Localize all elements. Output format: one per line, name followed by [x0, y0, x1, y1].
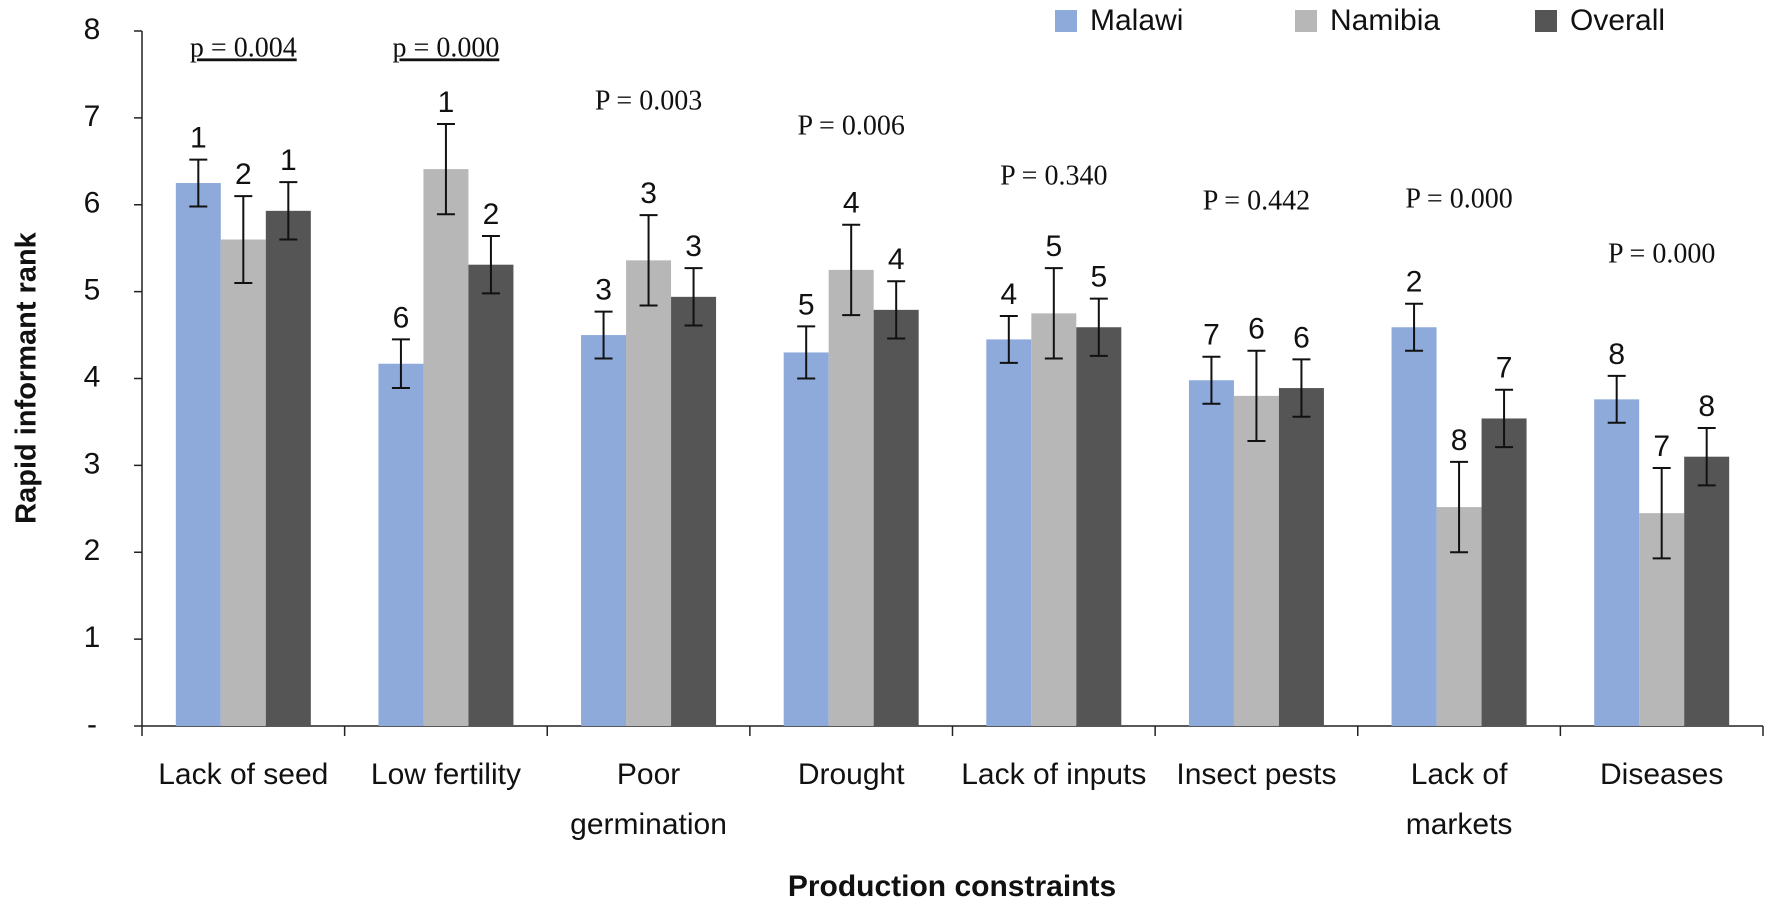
y-tick-label: -: [87, 708, 97, 741]
x-tick-label: Poor germination: [570, 758, 727, 841]
legend-swatch: [1055, 10, 1077, 32]
annotation: P = 0.000: [1405, 183, 1512, 214]
annotation: P = 0.003: [595, 85, 702, 116]
rank-label: 3: [595, 274, 612, 307]
rank-label: 8: [1608, 338, 1625, 371]
legend-swatch: [1295, 10, 1317, 32]
bar: [1391, 327, 1437, 726]
annotation: p = 0.004: [190, 32, 297, 63]
bar: [1594, 399, 1640, 726]
y-axis-label: Rapid informant rank: [11, 231, 43, 524]
y-tick-label: 4: [84, 360, 101, 393]
legend-label: Overall: [1570, 4, 1665, 37]
y-tick-label: 3: [84, 447, 101, 480]
x-axis-label: Production constraints: [788, 870, 1116, 903]
rank-label: 2: [483, 198, 500, 231]
x-tick-label: Insect pests: [1176, 758, 1337, 791]
bar: [175, 183, 221, 726]
rank-label: 5: [798, 288, 815, 321]
bar: [378, 363, 424, 726]
bar: [1233, 395, 1279, 726]
bar: [1076, 327, 1122, 726]
rank-label: 2: [235, 158, 252, 191]
bar: [1278, 388, 1324, 726]
annotation: p = 0.000: [393, 32, 500, 63]
bar: [1188, 380, 1234, 726]
bar: [873, 309, 919, 726]
annotation: P = 0.442: [1203, 185, 1310, 216]
x-tick-label: Drought: [797, 758, 905, 791]
rank-label: 1: [190, 121, 207, 154]
rank-label: 6: [1293, 321, 1310, 354]
legend-label: Malawi: [1090, 4, 1183, 37]
rank-label: 8: [1451, 424, 1468, 457]
rank-label: 6: [393, 301, 410, 334]
rank-label: 6: [1248, 313, 1265, 346]
rank-label: 2: [1406, 266, 1423, 299]
y-tick-label: 2: [84, 534, 101, 567]
bar: [828, 269, 874, 726]
rank-label: 4: [1000, 278, 1017, 311]
y-tick-label: 6: [84, 187, 101, 220]
bar: [581, 335, 627, 726]
x-tick-label: Low fertility: [370, 758, 521, 791]
bar: [423, 169, 469, 727]
bar: [671, 296, 717, 726]
rank-label: 1: [280, 144, 297, 177]
x-tick-label: Lack of markets: [1405, 758, 1513, 841]
rank-label: 3: [685, 230, 702, 263]
legend-swatch: [1535, 10, 1557, 32]
rank-label: 5: [1090, 260, 1107, 293]
bar: [265, 210, 311, 727]
rank-label: 8: [1698, 390, 1715, 423]
y-tick-label: 1: [84, 621, 101, 654]
legend-label: Namibia: [1330, 4, 1440, 37]
y-tick-label: 8: [84, 13, 101, 46]
bar: [1031, 313, 1077, 726]
bar: [626, 260, 672, 726]
bar: [783, 352, 829, 726]
annotation: P = 0.340: [1000, 160, 1107, 191]
bar: [220, 239, 266, 726]
bar: [1481, 418, 1527, 726]
x-tick-label: Lack of seed: [158, 758, 329, 791]
rank-label: 4: [888, 243, 905, 276]
x-tick-label: Diseases: [1599, 758, 1724, 791]
bar: [1684, 456, 1730, 726]
bar: [986, 339, 1032, 726]
rank-label: 4: [843, 187, 860, 220]
rank-label: 3: [640, 177, 657, 210]
rank-label: 7: [1653, 430, 1670, 463]
annotation: P = 0.006: [798, 110, 905, 141]
rank-label: 5: [1045, 230, 1062, 263]
y-tick-label: 5: [84, 274, 101, 307]
rank-label: 7: [1203, 319, 1220, 352]
x-tick-label: Lack of inputs: [961, 758, 1147, 791]
bar: [468, 264, 514, 726]
annotation: P = 0.000: [1608, 238, 1715, 269]
rank-label: 1: [438, 86, 455, 119]
y-tick-label: 7: [84, 100, 101, 133]
rank-label: 7: [1496, 352, 1513, 385]
